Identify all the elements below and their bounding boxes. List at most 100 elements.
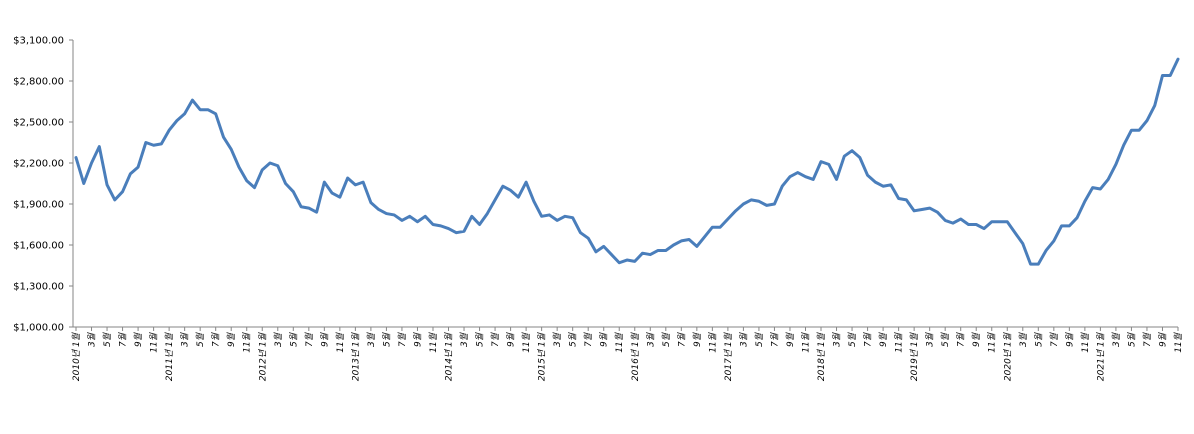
data-point [1068,225,1070,227]
data-point [991,221,993,223]
x-tick-label: 3월 [1018,332,1029,347]
data-point [835,178,837,180]
data-point [1161,74,1163,76]
y-tick-label: $1,600.00 [13,241,64,252]
data-point [851,150,853,152]
data-point [866,174,868,176]
data-point [362,181,364,183]
data-point [377,208,379,210]
data-point [1045,249,1047,251]
x-axis: 2010년 1월 3월 5월 7월 9월 11월 2011년 1월 3월 5월 7월 9월 11월 20… [71,326,1184,381]
data-point [874,181,876,183]
x-tick-label: 11월 [1080,332,1091,352]
data-point [354,184,356,186]
x-tick-label: 9월 [506,332,517,347]
data-point [975,223,977,225]
data-point [626,259,628,261]
data-point [540,215,542,217]
x-tick-label: 11월 [800,332,811,352]
data-point [913,210,915,212]
data-point [199,109,201,111]
data-point [83,182,85,184]
data-point [1099,188,1101,190]
data-point [1029,263,1031,265]
data-point [323,181,325,183]
x-tick-label: 2010년 1월 [71,332,82,381]
x-tick-label: 9월 [692,332,703,347]
x-tick-label: 3월 [1111,332,1122,347]
data-point [928,207,930,209]
x-tick-label: 7월 [583,332,594,347]
x-tick-label: 11월 [614,332,625,352]
x-tick-label: 7월 [211,332,222,347]
y-axis: $1,000.00 $1,300.00 $1,600.00 $1,900.00 $2,2… [13,36,74,334]
data-point [1076,216,1078,218]
data-point [649,253,651,255]
data-point [331,192,333,194]
data-point [160,143,162,145]
data-point [1177,58,1179,60]
x-tick-label: 7월 [397,332,408,347]
data-point [1130,129,1132,131]
data-point [587,237,589,239]
data-point [618,262,620,264]
data-point [696,245,698,247]
x-tick-label: 9월 [412,332,423,347]
data-point [145,141,147,143]
x-tick-label: 7월 [956,332,967,347]
x-tick-label: 3월 [366,332,377,347]
data-point [525,181,527,183]
data-point [804,175,806,177]
data-point [106,184,108,186]
data-point [1154,104,1156,106]
data-point [214,113,216,115]
x-tick-label: 5월 [195,332,206,347]
data-point [137,166,139,168]
x-tick-label: 11월 [428,332,439,352]
y-tick-label: $1,000.00 [13,323,64,334]
data-point [665,249,667,251]
data-point [416,221,418,223]
data-point [1169,74,1171,76]
x-tick-label: 9월 [226,332,237,347]
data-point [1138,129,1140,131]
x-tick-label: 11월 [987,332,998,352]
data-point [246,180,248,182]
x-tick-label: 2020년 1월 [1002,332,1013,381]
data-point [1014,232,1016,234]
x-tick-label: 9월 [878,332,889,347]
data-point [339,196,341,198]
data-point [719,226,721,228]
data-point [486,212,488,214]
data-point [672,244,674,246]
data-point [758,200,760,202]
data-point [455,232,457,234]
x-tick-label: 3월 [552,332,563,347]
data-point [284,182,286,184]
data-point [447,227,449,229]
data-point [269,162,271,164]
x-tick-label: 5월 [475,332,486,347]
x-tick-label: 3월 [273,332,284,347]
x-tick-label: 5월 [1126,332,1137,347]
data-point [393,214,395,216]
data-point [765,204,767,206]
series-layer [74,57,1180,266]
data-point [370,201,372,203]
x-tick-label: 7월 [769,332,780,347]
x-tick-label: 2016년 1월 [630,332,641,381]
data-point [742,203,744,205]
data-point [401,219,403,221]
data-point [897,197,899,199]
y-tick-label: $2,200.00 [13,159,64,170]
data-point [502,185,504,187]
data-point [261,169,263,171]
x-tick-label: 2019년 1월 [909,332,920,381]
x-tick-label: 7월 [118,332,129,347]
data-point [812,178,814,180]
data-point [579,232,581,234]
data-point [517,196,519,198]
x-tick-label: 7월 [304,332,315,347]
